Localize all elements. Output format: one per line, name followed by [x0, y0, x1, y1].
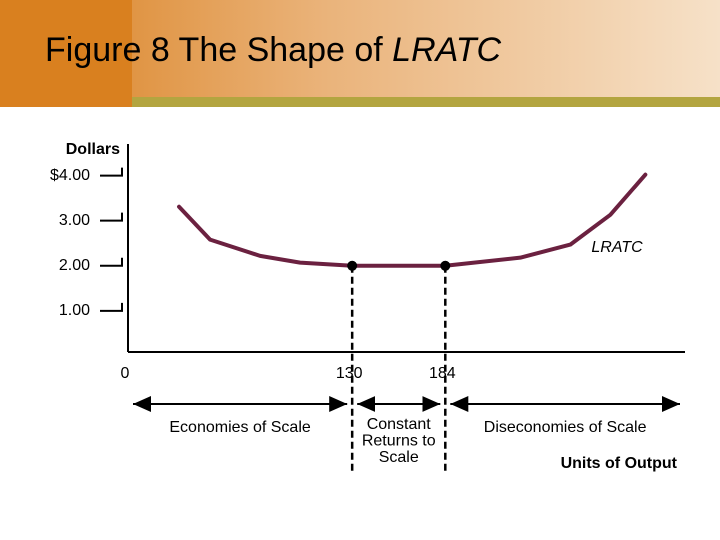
y-tick-label: 3.00	[59, 212, 90, 229]
curve	[177, 172, 648, 268]
x-axis-label: Units of Output	[561, 455, 678, 472]
y-tick-label: $4.00	[50, 167, 90, 184]
region-label: Diseconomies of Scale	[484, 419, 647, 436]
header-corner	[0, 0, 132, 107]
region-label: Economies of Scale	[169, 419, 311, 436]
point-marker	[347, 260, 358, 271]
y-axis-label: Dollars	[66, 141, 120, 158]
region-label: Scale	[379, 449, 419, 466]
region-label: Returns to	[362, 433, 436, 450]
header-rule	[132, 97, 720, 107]
x-tick-label: 184	[429, 365, 456, 382]
slide-title: Figure 8 The Shape of LRATC	[45, 31, 502, 69]
x-tick-label: 0	[121, 365, 130, 382]
y-tick-label: 1.00	[59, 302, 90, 319]
y-tick	[100, 167, 123, 177]
y-tick	[100, 257, 123, 267]
x-tick-label: 130	[336, 365, 363, 382]
chart: Dollars Units of Output 1.00 2.00 3.00 $4.00 0…	[50, 141, 685, 472]
y-tick	[100, 302, 123, 312]
point-marker	[440, 260, 451, 271]
y-tick	[100, 212, 123, 222]
y-tick-label: 2.00	[59, 257, 90, 274]
curve-label: LRATC	[591, 239, 643, 256]
region-label: Constant	[367, 416, 432, 433]
